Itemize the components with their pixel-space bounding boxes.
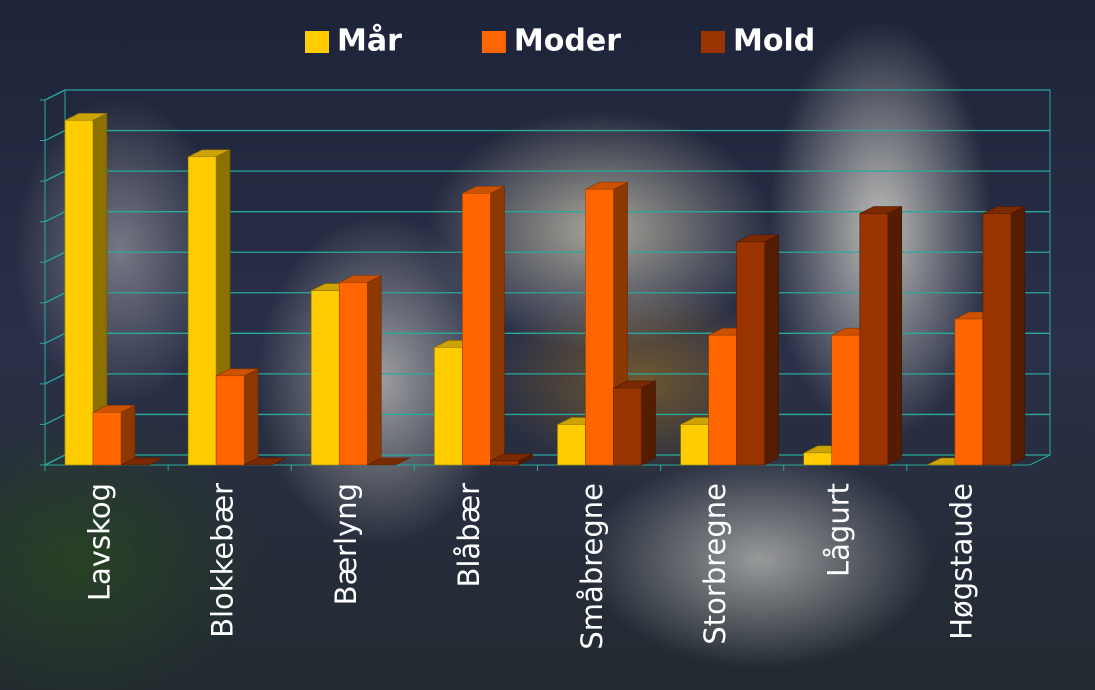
bar	[243, 457, 287, 466]
bar-front	[434, 347, 463, 466]
grid-line	[44, 454, 66, 466]
bar-front	[613, 387, 642, 466]
bar-top	[120, 457, 164, 466]
bar-front	[310, 290, 340, 466]
bar	[462, 185, 505, 466]
bar-side	[120, 404, 136, 466]
bar-side	[887, 206, 903, 466]
x-tick-label: Blåbær	[452, 483, 486, 588]
bar	[982, 206, 1026, 466]
grid-line	[44, 251, 66, 263]
legend-swatch	[305, 31, 329, 53]
bar-front	[92, 411, 122, 466]
bar-side	[490, 185, 505, 466]
grid-line	[44, 413, 66, 426]
bar-front	[680, 424, 709, 466]
bar-front	[859, 213, 889, 466]
bar-front	[557, 424, 586, 466]
grid-line	[44, 332, 66, 344]
bar	[215, 368, 259, 466]
bar-front	[736, 241, 765, 466]
bar-top	[367, 457, 410, 466]
grid-line	[44, 89, 66, 101]
x-tick-label: Lågurt	[821, 483, 855, 577]
legend-label: Moder	[514, 24, 621, 59]
x-tick-label: Lavskog	[83, 483, 117, 601]
bar	[120, 457, 164, 466]
bar-front	[490, 460, 519, 466]
grid-line	[44, 373, 66, 385]
bar-front	[954, 318, 984, 466]
bar-front	[708, 334, 737, 466]
bar-front	[64, 119, 94, 466]
x-tick-label: Bærlyng	[329, 483, 363, 605]
bar-front	[187, 156, 217, 466]
bar	[736, 234, 779, 466]
bar-front	[338, 282, 368, 466]
bar	[434, 339, 477, 466]
bar	[490, 453, 533, 466]
bar-front	[982, 213, 1012, 466]
bar-front	[831, 334, 861, 466]
x-tick-label: Småbregne	[575, 483, 609, 650]
bar-side	[366, 275, 382, 466]
bar	[64, 112, 108, 466]
bar-front	[462, 192, 491, 466]
bar	[367, 457, 410, 466]
legend-label: Mår	[337, 23, 402, 59]
grid-line	[44, 129, 66, 142]
bar-front	[215, 375, 245, 466]
legend-label: Mold	[733, 24, 815, 59]
bar-side	[243, 368, 259, 466]
bar-front	[585, 188, 614, 466]
bar-side	[1010, 206, 1026, 466]
x-tick-label: Storbregne	[698, 483, 732, 645]
bar	[338, 275, 382, 466]
bar-front	[803, 452, 833, 466]
bar	[92, 404, 136, 466]
bar	[859, 206, 903, 466]
bar-side	[641, 380, 656, 466]
grid-line	[44, 292, 66, 304]
legend-swatch	[701, 31, 725, 53]
bar-top	[243, 457, 287, 466]
grid-line	[44, 170, 66, 182]
grid-line	[44, 211, 66, 223]
legend-swatch	[481, 31, 506, 53]
x-tick-label: Blokkebær	[206, 483, 240, 638]
bar-side	[764, 234, 779, 466]
bar	[613, 380, 656, 466]
x-tick-label: Høgstaude	[944, 483, 978, 640]
